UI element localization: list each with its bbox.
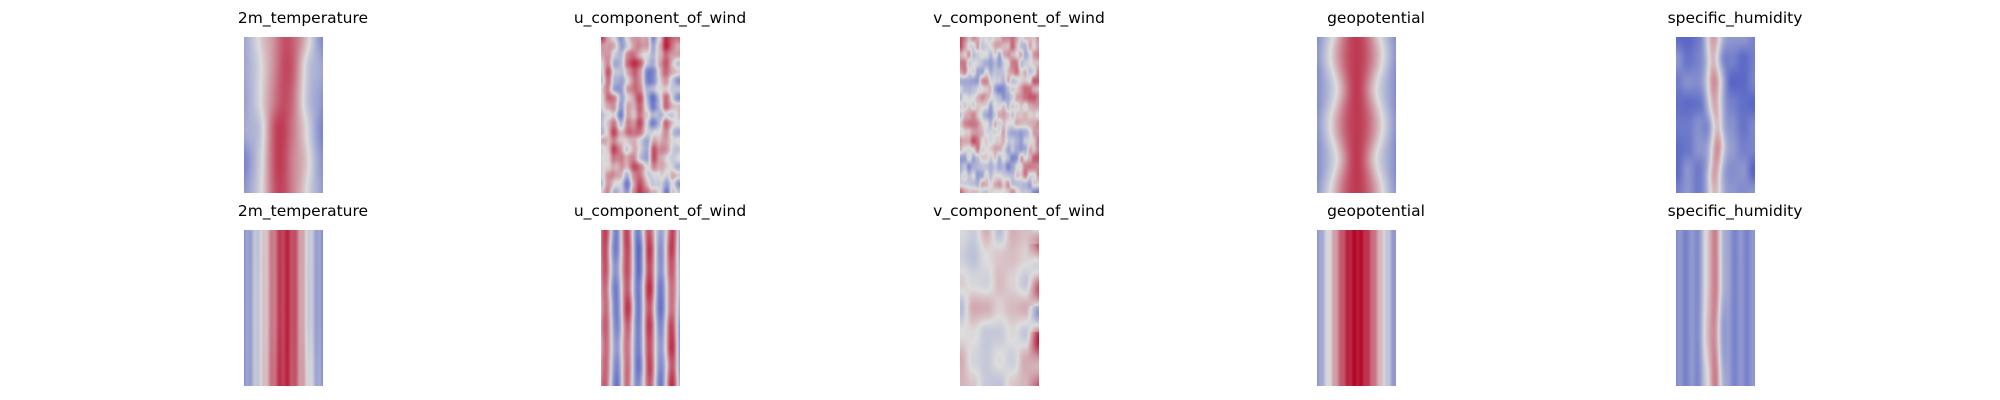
panel-title-r2c1: 2m_temperature [237, 202, 369, 220]
panel-title-r2c2: u_component_of_wind [573, 202, 747, 220]
panel-title-r1c4: geopotential [1327, 9, 1425, 27]
panel-title-r2c3: v_component_of_wind [933, 202, 1105, 220]
heatmap-r1c3 [960, 37, 1039, 193]
heatmap-r2c5 [1676, 230, 1755, 386]
heatmap-r2c2 [601, 230, 680, 386]
panel-title-r1c2: u_component_of_wind [573, 9, 747, 27]
heatmap-r1c1 [244, 37, 323, 193]
panel-title-r1c1: 2m_temperature [237, 9, 369, 27]
heatmap-r1c5 [1676, 37, 1755, 193]
panel-title-r2c5: specific_humidity [1667, 202, 1803, 220]
heatmap-r2c4 [1317, 230, 1396, 386]
heatmap-r2c1 [244, 230, 323, 386]
panel-title-r2c4: geopotential [1327, 202, 1425, 220]
panel-title-r1c5: specific_humidity [1667, 9, 1803, 27]
panel-title-r1c3: v_component_of_wind [933, 9, 1105, 27]
heatmap-r2c3 [960, 230, 1039, 386]
heatmap-r1c2 [601, 37, 680, 193]
heatmap-r1c4 [1317, 37, 1396, 193]
